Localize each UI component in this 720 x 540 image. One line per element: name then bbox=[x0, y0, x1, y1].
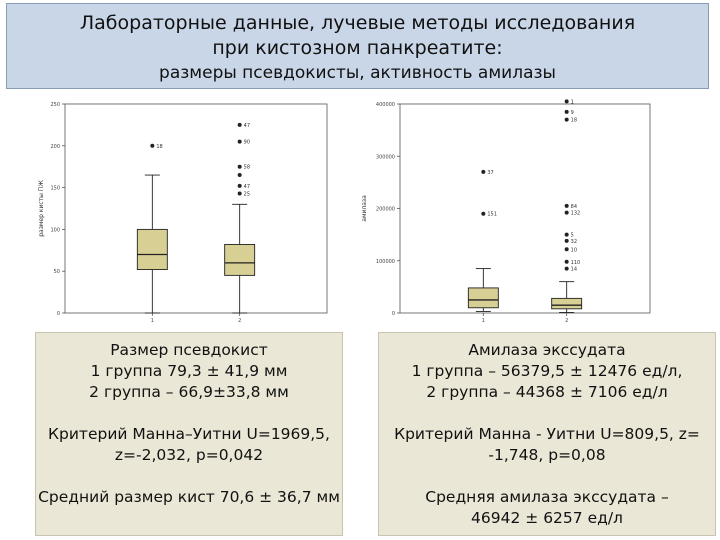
amylase-mean: Средняя амилаза экссудата – bbox=[425, 488, 669, 506]
cyst-group1: 1 группа 79,3 ± 41,9 мм bbox=[90, 362, 288, 380]
outlier-point bbox=[564, 259, 569, 264]
y-tick-label: 300000 bbox=[376, 154, 395, 160]
title-line-1: Лабораторные данные, лучевые методы иссл… bbox=[79, 12, 636, 34]
outlier-point bbox=[564, 99, 569, 104]
amylase-mean-2: 46942 ± 6257 ед/л bbox=[471, 509, 623, 527]
cyst-size-stats-panel: Размер псевдокист 1 группа 79,3 ± 41,9 м… bbox=[35, 332, 343, 536]
outlier-point bbox=[481, 211, 486, 216]
cyst-group2: 2 группа – 66,9±33,8 мм bbox=[89, 383, 289, 401]
outlier-label: 47 bbox=[244, 123, 250, 129]
outlier-label: 5 bbox=[571, 233, 574, 239]
outlier-label: 14 bbox=[571, 267, 577, 273]
cyst-test-line2: z=-2,032, p=0,042 bbox=[114, 446, 264, 464]
amylase-group1: 1 группа – 56379,5 ± 12476 ед/л, bbox=[411, 362, 683, 380]
slide-title: Лабораторные данные, лучевые методы иссл… bbox=[6, 3, 709, 89]
y-tick-label: 400000 bbox=[376, 102, 395, 108]
box-iqr bbox=[136, 228, 168, 270]
cyst-test-line1: Критерий Манна–Уитни U=1969,5, bbox=[48, 425, 330, 443]
outlier-point bbox=[237, 191, 242, 196]
x-tick-label: 1 bbox=[482, 318, 485, 324]
cyst-heading: Размер псевдокист bbox=[110, 341, 268, 359]
x-tick-label: 1 bbox=[151, 318, 154, 324]
outlier-point bbox=[564, 210, 569, 215]
outlier-point bbox=[564, 266, 569, 271]
amylase-test-line1: Критерий Манна - Уитни U=809,5, z= bbox=[394, 425, 700, 443]
outlier-label: 47 bbox=[244, 184, 250, 190]
outlier-point bbox=[237, 183, 242, 188]
outlier-label: 32 bbox=[571, 239, 577, 245]
outlier-label: 18 bbox=[156, 144, 162, 150]
box-iqr bbox=[467, 287, 499, 309]
amylase-stats-panel: Амилаза экссудата 1 группа – 56379,5 ± 1… bbox=[378, 332, 716, 536]
y-tick-label: 50 bbox=[54, 269, 60, 275]
y-tick-label: 0 bbox=[392, 311, 395, 317]
y-axis-label: размер кисты ПЖ bbox=[38, 180, 45, 237]
title-line-3: размеры псевдокисты, активность амилазы bbox=[159, 63, 556, 83]
outlier-point bbox=[564, 238, 569, 243]
outlier-point bbox=[564, 203, 569, 208]
cyst-mean: Средний размер кист 70,6 ± 36,7 мм bbox=[38, 488, 340, 506]
outlier-point bbox=[564, 247, 569, 252]
cyst-size-boxplot-svg: 0 50 100 150 200 250 размер кисты ПЖ 1 2 18 47 90 58… bbox=[38, 102, 328, 324]
amylase-heading: Амилаза экссудата bbox=[468, 341, 626, 359]
outlier-point bbox=[564, 117, 569, 122]
outlier-label: 9 bbox=[571, 110, 574, 116]
amylase-boxplot: 0 100000 200000 300000 400000 амилаза 1 2 37 151 1… bbox=[358, 96, 658, 331]
outlier-label: 110 bbox=[571, 260, 581, 266]
outlier-label: 25 bbox=[244, 191, 250, 197]
outlier-label: 132 bbox=[571, 211, 581, 217]
amylase-group2: 2 группа – 44368 ± 7106 ед/л bbox=[426, 383, 668, 401]
y-tick-label: 100 bbox=[50, 227, 60, 233]
outlier-label: 1 bbox=[571, 99, 574, 105]
x-tick-label: 2 bbox=[565, 318, 568, 324]
outlier-label: 10 bbox=[571, 247, 577, 253]
outlier-point bbox=[237, 173, 242, 178]
y-tick-label: 250 bbox=[50, 102, 60, 108]
outlier-label: 58 bbox=[244, 165, 250, 171]
outlier-label: 84 bbox=[571, 204, 577, 210]
box-iqr bbox=[224, 243, 256, 276]
outlier-label: 90 bbox=[244, 140, 250, 146]
amylase-test-line2: -1,748, p=0,08 bbox=[488, 446, 606, 464]
outlier-point bbox=[564, 232, 569, 237]
y-tick-label: 200 bbox=[50, 144, 60, 150]
cyst-size-boxplot: 0 50 100 150 200 250 размер кисты ПЖ 1 2 18 47 90 58… bbox=[35, 96, 335, 331]
outlier-point bbox=[481, 169, 486, 174]
outlier-point bbox=[237, 139, 242, 144]
outlier-label: 151 bbox=[487, 212, 497, 218]
outlier-point bbox=[237, 122, 242, 127]
x-tick-label: 2 bbox=[238, 318, 241, 324]
y-tick-label: 150 bbox=[50, 186, 60, 192]
title-line-2: при кистозном панкреатите: bbox=[212, 37, 503, 59]
plot-frame bbox=[399, 103, 651, 314]
outlier-point bbox=[237, 164, 242, 169]
outlier-point bbox=[564, 109, 569, 114]
outlier-label: 18 bbox=[571, 118, 577, 124]
y-axis-label: амилаза bbox=[361, 195, 368, 222]
y-tick-label: 0 bbox=[57, 311, 60, 317]
outlier-point bbox=[150, 143, 155, 148]
plot-frame bbox=[64, 103, 328, 314]
y-tick-label: 100000 bbox=[376, 259, 395, 265]
box-iqr bbox=[551, 297, 583, 310]
y-tick-label: 200000 bbox=[376, 207, 395, 213]
outlier-label: 37 bbox=[487, 170, 493, 176]
